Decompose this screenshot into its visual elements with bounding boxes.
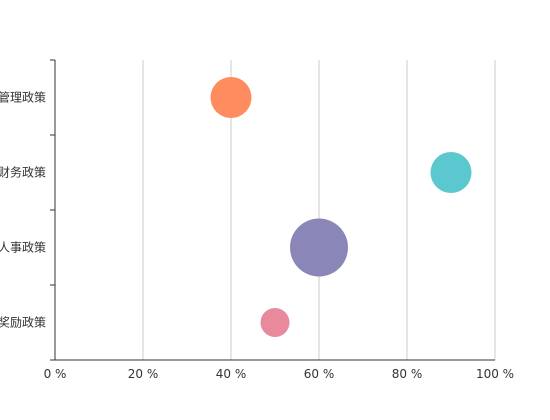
y-axis-ticks	[50, 59, 55, 361]
grid-lines	[142, 60, 496, 360]
x-tick-label: 40 %	[216, 367, 247, 381]
bubble-point[interactable]	[210, 76, 252, 119]
bubble-point[interactable]	[260, 308, 290, 337]
x-tick-label: 100 %	[476, 367, 514, 381]
y-category-label: 财务政策	[0, 165, 46, 180]
x-tick-label: 0 %	[44, 367, 67, 381]
y-category-label: 人事政策	[0, 241, 46, 255]
x-axis-tick-labels: 0 % 20 % 40 % 60 % 80 % 100 %	[44, 367, 514, 381]
x-tick-label: 80 %	[392, 367, 423, 381]
bubbles	[210, 76, 472, 337]
x-tick-label: 20 %	[128, 367, 159, 381]
x-tick-label: 60 %	[304, 367, 335, 381]
bubble-point[interactable]	[290, 218, 348, 277]
bubble-point[interactable]	[430, 151, 472, 194]
y-category-label: 奖励政策	[0, 316, 46, 330]
y-category-label: 管理政策	[0, 90, 46, 105]
